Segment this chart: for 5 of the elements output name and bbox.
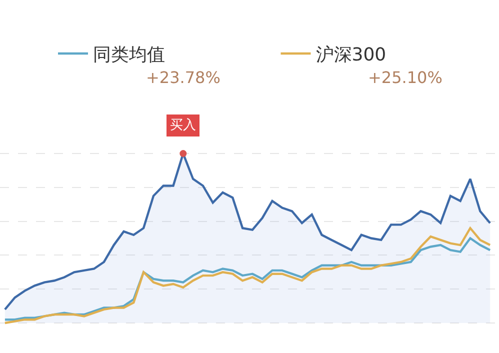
legend-label: 沪深300 <box>316 44 386 66</box>
legend-label: 同类均值 <box>93 44 165 66</box>
text: +23.78% <box>146 68 220 87</box>
annotation: 买入 <box>170 118 196 133</box>
text: +25.10% <box>368 68 442 87</box>
